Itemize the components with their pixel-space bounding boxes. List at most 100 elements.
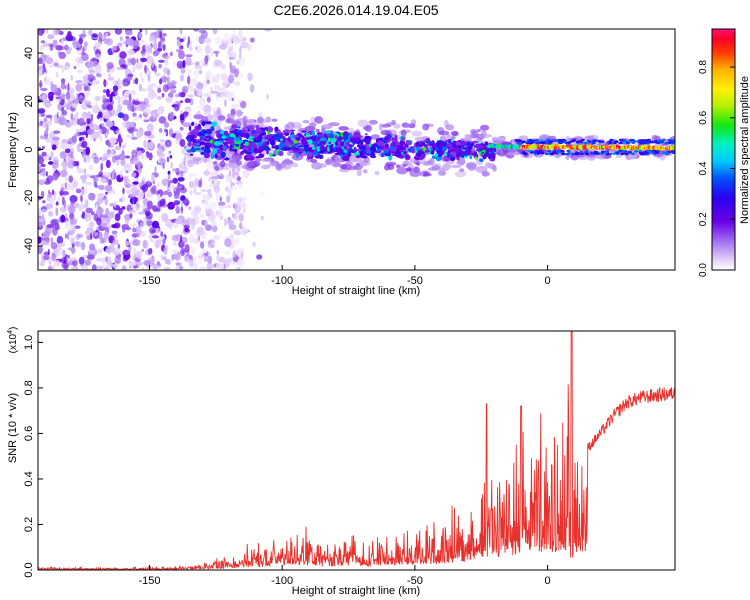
signal-blob [380, 152, 385, 156]
noise-blob [106, 128, 110, 135]
carrier-edge-blob [566, 149, 571, 153]
noise-blob [165, 55, 170, 60]
noise-blob [100, 265, 103, 270]
carrier-edge-blob [667, 139, 672, 142]
noise-blob [160, 231, 164, 237]
carrier-edge-blob [529, 141, 534, 144]
noise-blob [124, 216, 130, 225]
noise-blob [154, 165, 157, 173]
noise-blob [154, 227, 162, 234]
noise-blob [112, 239, 119, 245]
signal-blob [295, 153, 299, 158]
halo-blob [454, 170, 467, 178]
noise-blob [50, 242, 58, 250]
noise-blob [196, 154, 204, 158]
noise-blob [103, 110, 110, 120]
noise-blob [98, 111, 103, 118]
carrier-edge-blob [640, 141, 645, 145]
noise-blob [85, 61, 92, 68]
signal-blob [341, 137, 345, 140]
signal-blob [382, 148, 390, 152]
noise-blob [123, 99, 130, 106]
noise-blob [88, 243, 96, 251]
noise-blob [189, 189, 193, 196]
noise-blob [135, 203, 140, 208]
noise-blob [148, 226, 156, 234]
carrier-edge-blob [552, 151, 557, 155]
y-tick-label: 0.6 [23, 426, 35, 441]
noise-blob [188, 83, 191, 89]
noise-blob [180, 170, 184, 178]
carrier-edge-blob [644, 151, 649, 154]
noise-blob [91, 34, 98, 38]
noise-blob [38, 236, 42, 245]
noise-blob [60, 214, 66, 223]
noise-blob [56, 71, 59, 79]
noise-blob [64, 233, 68, 239]
noise-blob [125, 170, 129, 174]
noise-blob [224, 99, 227, 107]
colorbar-tick-label: 0.2 [698, 212, 709, 226]
spectrogram-panel: -150 -100 -50 0 -40 -20 0 20 40 Height of strai… [7, 28, 676, 297]
noise-blob [186, 42, 189, 49]
carrier-edge-blob [628, 151, 633, 154]
noise-blob [180, 74, 184, 82]
signal-blob [391, 141, 395, 147]
carrier-edge-blob [538, 149, 543, 152]
noise-blob [176, 60, 184, 69]
noise-blob [196, 226, 204, 236]
noise-blob [109, 126, 118, 131]
carrier-edge-blob [629, 138, 634, 142]
noise-blob [161, 33, 167, 37]
carrier-edge-blob [653, 150, 658, 153]
noise-blob [61, 67, 65, 74]
signal-blob [223, 141, 228, 147]
noise-blob [228, 170, 232, 177]
noise-blob [216, 250, 220, 255]
noise-blob [72, 226, 76, 232]
noise-blob [39, 95, 42, 100]
halo-blob [584, 135, 595, 141]
noise-blob [147, 90, 156, 100]
noise-blob [85, 185, 88, 195]
noise-blob [104, 256, 112, 264]
signal-blob [481, 151, 485, 155]
carrier-edge-blob [534, 153, 539, 156]
noise-blob [65, 91, 71, 100]
noise-blob [78, 33, 87, 38]
halo-blob [402, 123, 414, 128]
signal-blob [229, 144, 233, 149]
noise-blob [124, 227, 131, 231]
halo-blob [492, 165, 497, 172]
noise-blob [86, 128, 94, 135]
noise-blob [116, 66, 124, 71]
signal-blob [201, 121, 206, 127]
noise-blob [179, 126, 184, 131]
halo-blob [319, 163, 328, 168]
x-tick-label: 0 [545, 275, 551, 287]
noise-blob [228, 96, 233, 101]
noise-blob [230, 182, 235, 186]
halo-blob [207, 114, 213, 122]
snr-x-axis: -150 -100 -50 0 [138, 565, 551, 587]
noise-blob [94, 53, 102, 60]
noise-blob [175, 133, 183, 142]
noise-blob [117, 112, 124, 119]
noise-blob [56, 111, 59, 115]
halo-blob [459, 168, 465, 172]
halo-blob [242, 115, 248, 124]
signal-blob [212, 148, 218, 155]
noise-blob [129, 213, 133, 219]
noise-blob [167, 201, 175, 210]
noise-blob [213, 183, 220, 189]
carrier-edge-blob [633, 140, 638, 143]
noise-blob [231, 185, 238, 191]
noise-blob [39, 79, 42, 89]
noise-blob [45, 102, 53, 107]
noise-blob [95, 174, 103, 178]
noise-blob [46, 175, 54, 183]
noise-blob [177, 235, 181, 242]
halo-blob [482, 133, 493, 138]
noise-blob [83, 157, 87, 163]
signal-blob [244, 141, 249, 146]
